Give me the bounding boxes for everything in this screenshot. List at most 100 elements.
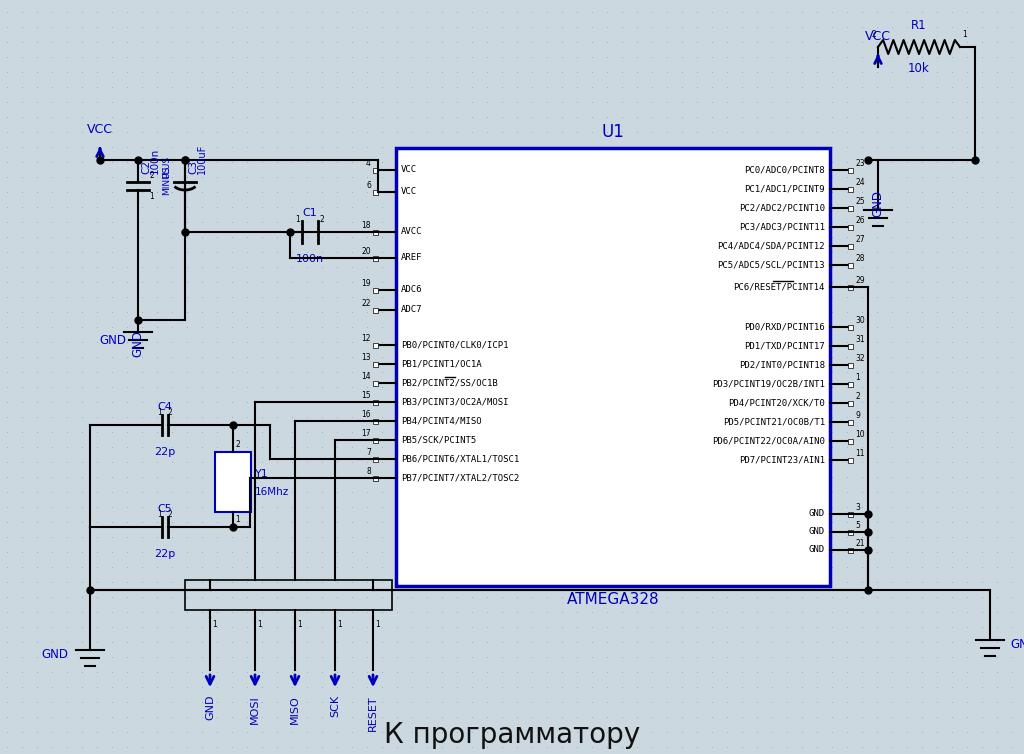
Text: PB5/SCK/PCINT5: PB5/SCK/PCINT5 bbox=[401, 436, 476, 445]
Text: Y1: Y1 bbox=[255, 469, 268, 479]
Text: 18: 18 bbox=[361, 221, 371, 230]
Text: PLUS: PLUS bbox=[163, 156, 171, 178]
Text: PC3/ADC3/PCINT11: PC3/ADC3/PCINT11 bbox=[739, 222, 825, 231]
Text: C2: C2 bbox=[141, 160, 151, 174]
Text: 17: 17 bbox=[361, 429, 371, 438]
Text: RESET: RESET bbox=[368, 695, 378, 731]
Text: 1: 1 bbox=[375, 620, 380, 629]
Text: MISO: MISO bbox=[290, 695, 300, 724]
Text: 8: 8 bbox=[367, 467, 371, 476]
Bar bbox=[373, 308, 378, 312]
Text: VCC: VCC bbox=[401, 188, 417, 197]
Text: 30: 30 bbox=[855, 316, 864, 325]
Bar bbox=[373, 287, 378, 293]
Text: 12: 12 bbox=[361, 334, 371, 343]
Text: 1: 1 bbox=[337, 620, 342, 629]
Text: 16Mhz: 16Mhz bbox=[255, 487, 289, 497]
Text: PC4/ADC4/SDA/PCINT12: PC4/ADC4/SDA/PCINT12 bbox=[718, 241, 825, 250]
Text: PB6/PCINT6/XTAL1/TOSC1: PB6/PCINT6/XTAL1/TOSC1 bbox=[401, 455, 519, 464]
Text: 2: 2 bbox=[168, 510, 173, 519]
Text: SCK: SCK bbox=[330, 695, 340, 717]
Text: 32: 32 bbox=[855, 354, 864, 363]
Text: PC0/ADC0/PCINT8: PC0/ADC0/PCINT8 bbox=[744, 165, 825, 174]
Text: 28: 28 bbox=[855, 254, 864, 263]
Text: PC6/RESET/PCINT14: PC6/RESET/PCINT14 bbox=[733, 283, 825, 292]
Bar bbox=[215, 452, 251, 512]
Text: GND: GND bbox=[809, 510, 825, 519]
Bar bbox=[373, 256, 378, 260]
Text: PD4/PCINT20/XCK/T0: PD4/PCINT20/XCK/T0 bbox=[728, 399, 825, 407]
Text: 1: 1 bbox=[962, 30, 967, 39]
Text: 15: 15 bbox=[361, 391, 371, 400]
Bar bbox=[848, 547, 853, 553]
Text: GND: GND bbox=[99, 333, 127, 347]
Bar bbox=[373, 437, 378, 443]
Text: VCC: VCC bbox=[865, 30, 891, 43]
Text: 1: 1 bbox=[297, 620, 302, 629]
Text: PD6/PCINT22/OC0A/AIN0: PD6/PCINT22/OC0A/AIN0 bbox=[712, 437, 825, 446]
Text: GND: GND bbox=[809, 545, 825, 554]
Text: 22: 22 bbox=[361, 299, 371, 308]
Text: R1: R1 bbox=[911, 19, 927, 32]
Text: PD7/PCINT23/AIN1: PD7/PCINT23/AIN1 bbox=[739, 455, 825, 464]
Text: GND: GND bbox=[871, 190, 885, 217]
Bar bbox=[373, 229, 378, 234]
Bar bbox=[373, 476, 378, 480]
Text: 25: 25 bbox=[855, 197, 864, 206]
Text: 7: 7 bbox=[367, 448, 371, 457]
Text: PD0/RXD/PCINT16: PD0/RXD/PCINT16 bbox=[744, 323, 825, 332]
Text: 10k: 10k bbox=[908, 62, 930, 75]
Text: 4: 4 bbox=[367, 159, 371, 168]
Text: GND: GND bbox=[809, 528, 825, 537]
Text: 5: 5 bbox=[855, 521, 860, 530]
Text: MOSI: MOSI bbox=[250, 695, 260, 724]
Text: PD1/TXD/PCINT17: PD1/TXD/PCINT17 bbox=[744, 342, 825, 351]
Text: PB7/PCINT7/XTAL2/TOSC2: PB7/PCINT7/XTAL2/TOSC2 bbox=[401, 474, 519, 483]
Text: 10: 10 bbox=[855, 430, 864, 439]
Bar bbox=[848, 186, 853, 192]
Text: GND: GND bbox=[1010, 639, 1024, 651]
Text: PB2/PCINT2/SS/OC1B: PB2/PCINT2/SS/OC1B bbox=[401, 379, 498, 388]
Bar bbox=[848, 439, 853, 443]
Bar bbox=[396, 148, 830, 586]
Text: U1: U1 bbox=[601, 123, 625, 141]
Text: 3: 3 bbox=[855, 503, 860, 512]
Bar bbox=[373, 456, 378, 461]
Text: 1: 1 bbox=[257, 620, 262, 629]
Text: 1: 1 bbox=[158, 510, 162, 519]
Text: 21: 21 bbox=[855, 539, 864, 548]
Bar bbox=[373, 381, 378, 385]
Text: PD3/PCINT19/OC2B/INT1: PD3/PCINT19/OC2B/INT1 bbox=[712, 379, 825, 388]
Text: 2: 2 bbox=[234, 440, 240, 449]
Bar bbox=[373, 342, 378, 348]
Text: 23: 23 bbox=[855, 159, 864, 168]
Text: 1: 1 bbox=[295, 215, 300, 224]
Text: 100n: 100n bbox=[296, 254, 324, 264]
Text: 13: 13 bbox=[361, 353, 371, 362]
Text: GND: GND bbox=[205, 695, 215, 721]
Bar bbox=[373, 400, 378, 404]
Bar bbox=[848, 419, 853, 425]
Text: 27: 27 bbox=[855, 235, 864, 244]
Text: PC2/ADC2/PCINT10: PC2/ADC2/PCINT10 bbox=[739, 204, 825, 213]
Text: PB3/PCINT3/OC2A/MOSI: PB3/PCINT3/OC2A/MOSI bbox=[401, 397, 509, 406]
Bar bbox=[185, 580, 392, 610]
Text: 1: 1 bbox=[212, 620, 217, 629]
Text: PB0/PCINT0/CLK0/ICP1: PB0/PCINT0/CLK0/ICP1 bbox=[401, 341, 509, 350]
Bar bbox=[848, 511, 853, 516]
Bar bbox=[848, 225, 853, 229]
Text: PD5/PCINT21/OC0B/T1: PD5/PCINT21/OC0B/T1 bbox=[723, 418, 825, 427]
Bar bbox=[373, 167, 378, 173]
Bar bbox=[373, 189, 378, 195]
Text: 22p: 22p bbox=[155, 549, 176, 559]
Bar bbox=[848, 344, 853, 348]
Text: PD2/INT0/PCINT18: PD2/INT0/PCINT18 bbox=[739, 360, 825, 369]
Text: AREF: AREF bbox=[401, 253, 423, 262]
Text: GND: GND bbox=[131, 330, 144, 357]
Bar bbox=[848, 167, 853, 173]
Text: PC1/ADC1/PCINT9: PC1/ADC1/PCINT9 bbox=[744, 185, 825, 194]
Text: 2: 2 bbox=[319, 215, 325, 224]
Text: MINUS: MINUS bbox=[163, 166, 171, 195]
Bar bbox=[848, 382, 853, 387]
Text: 1: 1 bbox=[150, 192, 154, 201]
